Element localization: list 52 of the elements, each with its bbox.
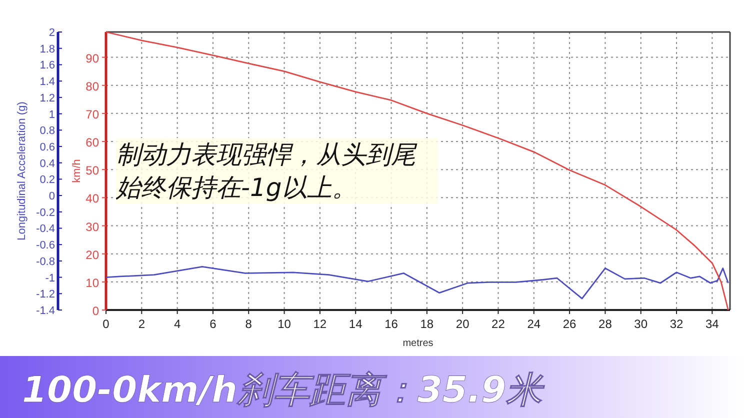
x-tick-label: 22 (492, 317, 506, 331)
x-tick-label: 0 (102, 317, 110, 331)
x-tick-label: 34 (705, 317, 720, 331)
x-tick-label: 2 (138, 317, 146, 331)
y-tick-label: 0.8 (40, 125, 55, 138)
x-tick-label: 16 (384, 317, 398, 331)
y-tick-label: 0 (48, 190, 55, 203)
y-tick-label: 0.4 (40, 158, 55, 170)
y-tick-label: 0.6 (40, 141, 55, 154)
line-series (105, 266, 729, 300)
x-tick-label: 12 (313, 317, 327, 331)
x-tick-label: 26 (562, 317, 577, 331)
y2-tick-label: 90 (86, 51, 100, 66)
y-axis-title: Longitudinal Acceleration (g) (16, 102, 28, 240)
y-tick-label: -0.8 (36, 256, 55, 268)
y2-axis-title: km/h (71, 159, 83, 183)
y-tick-label: -1 (45, 272, 55, 284)
x-tick-label: 10 (278, 317, 292, 331)
y-tick-label: -1.4 (36, 305, 55, 317)
y2-tick-label: 60 (86, 136, 100, 150)
y-tick-label: 1.4 (40, 76, 55, 88)
x-tick-label: 20 (456, 317, 470, 331)
y-tick-label: -0.2 (36, 206, 55, 219)
x-tick-label: 18 (420, 317, 434, 331)
y-tick-label: 0.2 (40, 174, 55, 186)
x-tick-label: 8 (245, 317, 252, 331)
x-tick-label: 28 (598, 317, 612, 331)
y-tick-label: 2 (48, 27, 55, 39)
x-tick-label: 32 (670, 317, 684, 331)
x-tick-label: 14 (348, 317, 363, 331)
y2-tick-label: 40 (86, 192, 100, 206)
y-tick-label: -0.6 (36, 240, 55, 252)
x-tick-label: 30 (634, 317, 648, 331)
x-tick-label: 4 (174, 317, 181, 331)
y-tick-label: 1 (48, 108, 55, 121)
y2-tick-label: 70 (86, 107, 100, 122)
y2-tick-label: 10 (86, 276, 100, 290)
y-tick-label: 1.2 (40, 92, 55, 104)
y2-tick-label: 30 (86, 220, 100, 234)
y2-tick-label: 0 (92, 304, 100, 318)
line-series (105, 31, 729, 311)
y-tick-label: 1.6 (40, 60, 55, 72)
x-axis-title: metres (402, 338, 434, 349)
y2-tick-label: 80 (86, 79, 100, 94)
y-tick-label: -0.4 (36, 223, 55, 236)
x-tick-label: 24 (527, 317, 541, 331)
y-tick-label: -1.2 (36, 288, 55, 301)
y2-tick-label: 20 (86, 248, 100, 262)
x-tick-label: 6 (210, 317, 217, 331)
y2-tick-label: 50 (86, 164, 100, 178)
y-tick-label: 1.8 (40, 43, 55, 56)
text: 100-0km/h刹车距离：35.9米 (22, 370, 546, 411)
